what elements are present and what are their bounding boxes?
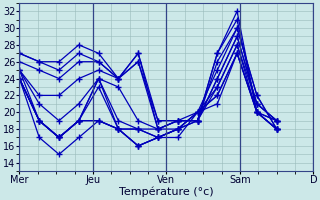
X-axis label: Température (°c): Température (°c) [119,187,214,197]
